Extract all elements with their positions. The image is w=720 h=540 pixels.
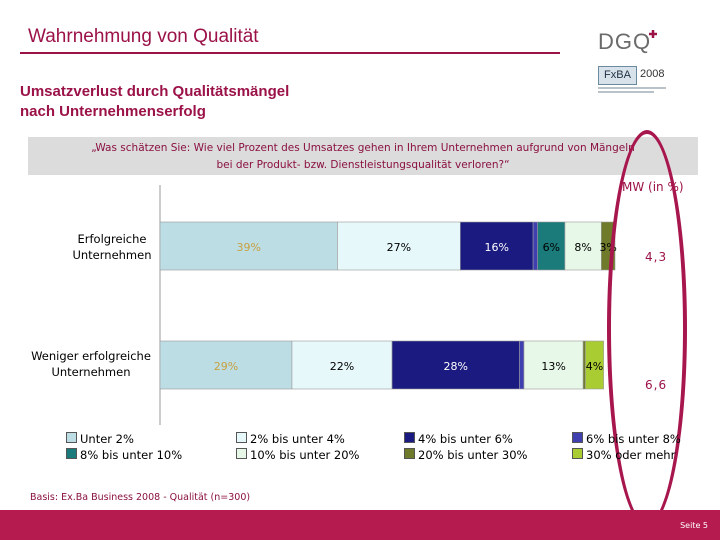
svg-text:DGQ: DGQ xyxy=(598,29,651,54)
bar-segment xyxy=(337,221,461,271)
footer-bar: Seite 5 xyxy=(0,510,720,540)
bar-segment xyxy=(519,340,525,390)
bar-data-label: 16% xyxy=(484,241,508,254)
bar-data-label: 27% xyxy=(387,241,411,254)
page-title: Wahrnehmung von Qualität xyxy=(28,26,259,47)
legend-swatch xyxy=(572,432,583,443)
bar-segment xyxy=(391,340,520,390)
legend-label: 4% bis unter 6% xyxy=(418,432,513,446)
fxba-logo-stripe xyxy=(598,87,666,89)
dgq-logo: DGQ xyxy=(598,29,657,54)
bar-data-label: 6% xyxy=(543,241,560,254)
legend-item: 6% bis unter 8% xyxy=(572,432,681,446)
bar-data-label: 29% xyxy=(214,360,238,373)
bar-data-label: 22% xyxy=(330,360,354,373)
bar-segment xyxy=(159,340,293,390)
bar-data-label: 39% xyxy=(236,241,260,254)
legend-item: Unter 2% xyxy=(66,432,134,446)
category-label-line: Erfolgreiche xyxy=(77,232,147,246)
legend-label: 2% bis unter 4% xyxy=(250,432,345,446)
bar-segment xyxy=(585,340,604,390)
question-line: „Was schätzen Sie: Wie viel Prozent des … xyxy=(91,142,635,154)
legend-item: 20% bis unter 30% xyxy=(404,448,527,462)
bar-segment xyxy=(523,340,584,390)
legend-label: Unter 2% xyxy=(80,432,134,446)
legend-swatch xyxy=(66,448,77,459)
legend-swatch xyxy=(236,448,247,459)
question-line: bei der Produkt- bzw. Dienstleistungsqua… xyxy=(216,159,510,171)
title-divider xyxy=(20,52,560,54)
legend-label: 30% oder mehr xyxy=(586,448,676,462)
subtitle-line: Umsatzverlust durch Qualitätsmängel xyxy=(20,83,290,100)
bar-segment xyxy=(159,221,338,271)
legend-swatch xyxy=(236,432,247,443)
highlight-ellipse xyxy=(607,130,687,527)
bar-segment xyxy=(291,340,393,390)
basis-note: Basis: Ex.Ba Business 2008 - Qualität (n… xyxy=(30,492,251,503)
subtitle-line: nach Unternehmenserfolg xyxy=(20,103,206,120)
legend-item: 2% bis unter 4% xyxy=(236,432,345,446)
category-label: Erfolgreiche Unternehmen xyxy=(60,231,164,263)
legend-item: 4% bis unter 6% xyxy=(404,432,513,446)
legend-swatch xyxy=(572,448,583,459)
legend-label: 8% bis unter 10% xyxy=(80,448,183,462)
bar-segment xyxy=(564,221,602,271)
bar-segment xyxy=(532,221,538,271)
category-label-line: Weniger erfolgreiche xyxy=(31,349,151,363)
legend-swatch xyxy=(404,432,415,443)
fxba-logo: FxBA 2008 xyxy=(598,66,670,93)
category-label-line: Unternehmen xyxy=(51,365,131,379)
fxba-logo-stripe xyxy=(598,91,654,93)
category-label-line: Unternehmen xyxy=(72,248,152,262)
bar-data-label: 28% xyxy=(444,360,468,373)
slide-subtitle: Umsatzverlust durch Qualitätsmängel nach… xyxy=(20,82,289,122)
legend-item: 30% oder mehr xyxy=(572,448,675,462)
legend-swatch xyxy=(404,448,415,459)
legend-item: 10% bis unter 20% xyxy=(236,448,359,462)
survey-question: „Was schätzen Sie: Wie viel Prozent des … xyxy=(28,137,698,175)
fxba-logo-year: 2008 xyxy=(640,68,665,80)
bar-data-label: 4% xyxy=(586,360,603,373)
fxba-logo-text: FxBA xyxy=(598,66,637,85)
legend-label: 10% bis unter 20% xyxy=(250,448,360,462)
bar-data-label: 13% xyxy=(541,360,565,373)
legend-label: 6% bis unter 8% xyxy=(586,432,681,446)
bar-data-label: 8% xyxy=(574,241,591,254)
legend-label: 20% bis unter 30% xyxy=(418,448,528,462)
category-label: Weniger erfolgreiche Unternehmen xyxy=(24,348,158,380)
legend-swatch xyxy=(66,432,77,443)
bar-segment xyxy=(537,221,566,271)
legend-item: 8% bis unter 10% xyxy=(66,448,182,462)
page-number: Seite 5 xyxy=(680,521,708,530)
